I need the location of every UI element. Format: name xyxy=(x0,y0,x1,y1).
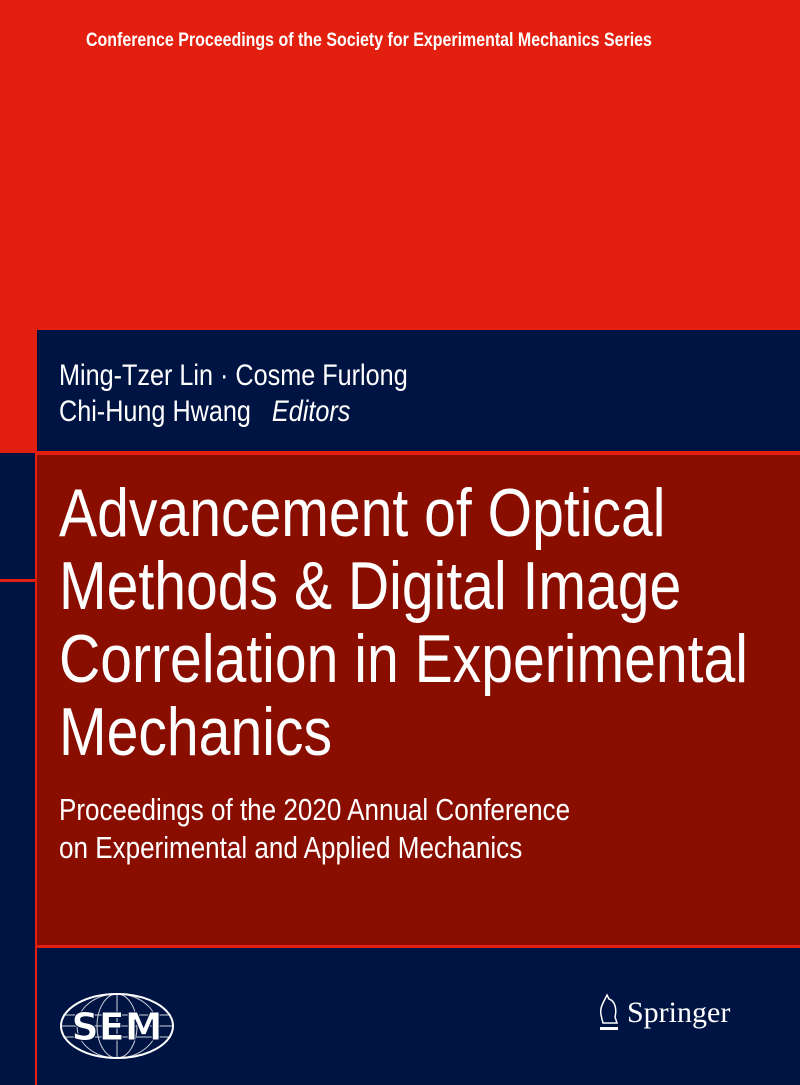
title-line: Correlation in Experimental xyxy=(59,621,748,697)
title-line: Advancement of Optical xyxy=(59,475,666,551)
title-line: Mechanics xyxy=(59,694,333,770)
svg-text:SEM: SEM xyxy=(71,1005,162,1049)
divider xyxy=(0,579,35,582)
book-title: Advancement of Optical Methods & Digital… xyxy=(59,477,748,769)
subtitle-line: Proceedings of the 2020 Annual Conferenc… xyxy=(59,792,571,827)
sem-logo: SEM xyxy=(60,993,174,1059)
editor-name: Chi-Hung Hwang xyxy=(59,395,251,428)
editors-block: Ming-Tzer Lin · Cosme Furlong Chi-Hung H… xyxy=(37,330,800,451)
title-line: Methods & Digital Image xyxy=(59,548,682,624)
editors-line-2: Chi-Hung Hwang Editors xyxy=(59,394,350,430)
editors-label: Editors xyxy=(271,395,351,428)
subtitle: Proceedings of the 2020 Annual Conferenc… xyxy=(59,791,570,867)
footer-block: SEM Springer xyxy=(37,948,800,1085)
springer-logo: Springer xyxy=(597,993,730,1033)
series-title: Conference Proceedings of the Society fo… xyxy=(86,30,652,51)
editors-line-1: Ming-Tzer Lin · Cosme Furlong xyxy=(59,359,408,392)
subtitle-line: on Experimental and Applied Mechanics xyxy=(59,830,523,865)
title-block: Advancement of Optical Methods & Digital… xyxy=(37,455,800,945)
left-strip xyxy=(0,453,35,1085)
springer-horse-icon xyxy=(599,993,619,1030)
publisher-name: Springer xyxy=(627,996,731,1029)
